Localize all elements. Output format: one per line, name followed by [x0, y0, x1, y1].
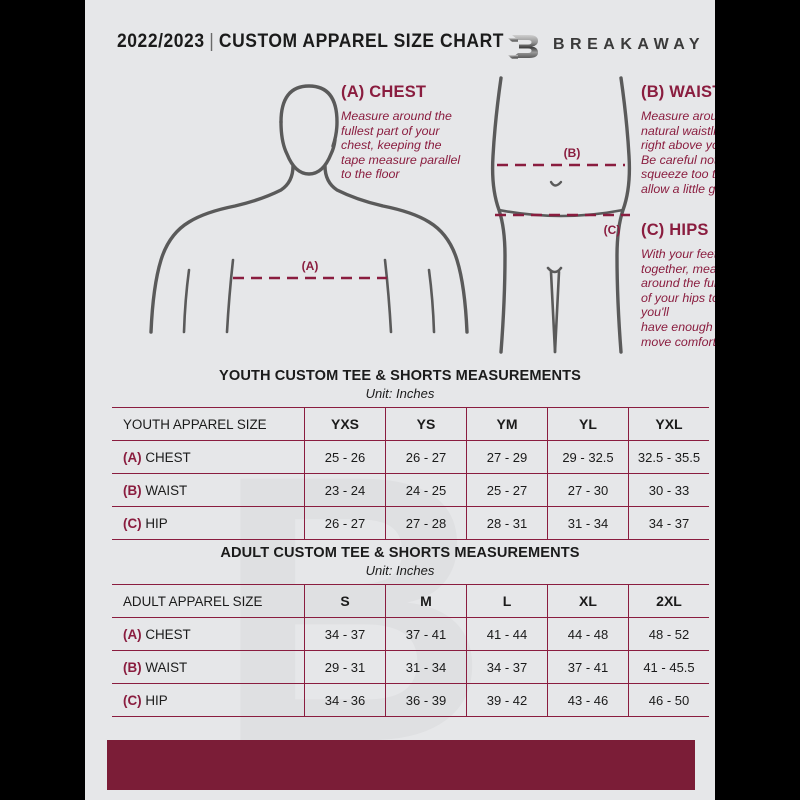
- hips-measure-label: (C): [604, 223, 621, 237]
- table-row: (A) CHEST 25 - 26 26 - 27 27 - 29 29 - 3…: [112, 440, 709, 474]
- waist-measure-label: (B): [564, 146, 581, 160]
- adult-chest-3: 44 - 48: [547, 617, 629, 651]
- adult-waist-0: 29 - 31: [304, 650, 386, 684]
- adult-hip-3: 43 - 46: [547, 683, 629, 717]
- adult-table-unit: Unit: Inches: [365, 563, 435, 578]
- youth-row-waist-label: (B) WAIST: [112, 473, 305, 507]
- adult-waist-3: 37 - 41: [547, 650, 629, 684]
- row-tag: (B): [123, 482, 142, 498]
- table-row: (B) WAIST 29 - 31 31 - 34 34 - 37 37 - 4…: [112, 650, 709, 684]
- instruction-hips-heading: (C) HIPS: [641, 221, 709, 239]
- adult-row-waist-label: (B) WAIST: [112, 650, 305, 684]
- youth-waist-3: 27 - 30: [547, 473, 629, 507]
- youth-hip-2: 28 - 31: [466, 506, 548, 540]
- adult-hip-4: 46 - 50: [628, 683, 709, 717]
- row-tag: (A): [123, 449, 142, 465]
- adult-size-label: ADULT APPAREL SIZE: [112, 584, 305, 618]
- brand-wordmark: BREAKAWAY: [553, 36, 706, 53]
- page-title: 2022/2023 | CUSTOM APPAREL SIZE CHART: [117, 31, 504, 53]
- adult-chest-2: 41 - 44: [466, 617, 548, 651]
- youth-hip-1: 27 - 28: [385, 506, 467, 540]
- instruction-chest-body: Measure around the fullest part of your …: [341, 109, 461, 182]
- youth-chest-4: 32.5 - 35.5: [628, 440, 709, 474]
- adult-hip-0: 34 - 36: [304, 683, 386, 717]
- season-label: 2022/2023: [117, 31, 205, 52]
- table-row: (C) HIP 34 - 36 36 - 39 39 - 42 43 - 46 …: [112, 683, 709, 717]
- adult-hip-1: 36 - 39: [385, 683, 467, 717]
- youth-size-col-1: YS: [385, 407, 467, 441]
- adult-waist-2: 34 - 37: [466, 650, 548, 684]
- row-name: CHEST: [145, 626, 191, 642]
- row-name: CHEST: [145, 449, 191, 465]
- chest-measure-label: (A): [302, 259, 319, 273]
- title-text: CUSTOM APPAREL SIZE CHART: [218, 31, 504, 52]
- table-header-row: YOUTH APPAREL SIZE YXS YS YM YL YXL: [112, 407, 709, 441]
- adult-row-chest-label: (A) CHEST: [112, 617, 305, 651]
- table-row: (B) WAIST 23 - 24 24 - 25 25 - 27 27 - 3…: [112, 473, 709, 507]
- youth-size-col-3: YL: [547, 407, 629, 441]
- youth-chest-3: 29 - 32.5: [547, 440, 629, 474]
- youth-chest-1: 26 - 27: [385, 440, 467, 474]
- bottom-banner: [107, 740, 695, 790]
- youth-size-col-4: YXL: [628, 407, 709, 441]
- row-name: WAIST: [145, 659, 188, 675]
- adult-size-col-0: S: [304, 584, 386, 618]
- row-name: HIP: [145, 692, 168, 708]
- instruction-chest-heading: (A) CHEST: [341, 83, 427, 101]
- youth-size-table: YOUTH APPAREL SIZE YXS YS YM YL YXL (A) …: [112, 407, 709, 540]
- youth-table-title: YOUTH CUSTOM TEE & SHORTS MEASUREMENTS: [219, 368, 581, 384]
- youth-hip-0: 26 - 27: [304, 506, 386, 540]
- youth-size-col-2: YM: [466, 407, 548, 441]
- youth-size-table-block: YOUTH CUSTOM TEE & SHORTS MEASUREMENTS U…: [85, 368, 715, 540]
- row-tag: (C): [123, 515, 142, 531]
- page-header: 2022/2023 | CUSTOM APPAREL SIZE CHART BREA…: [85, 26, 715, 66]
- youth-table-unit: Unit: Inches: [365, 386, 435, 401]
- youth-hip-4: 34 - 37: [628, 506, 709, 540]
- adult-chest-4: 48 - 52: [628, 617, 709, 651]
- adult-waist-1: 31 - 34: [385, 650, 467, 684]
- youth-row-hip-label: (C) HIP: [112, 506, 305, 540]
- row-tag: (B): [123, 659, 142, 675]
- title-separator: |: [209, 31, 215, 52]
- breakaway-b-logo-icon: [508, 35, 538, 59]
- row-name: WAIST: [145, 482, 188, 498]
- table-row: (A) CHEST 34 - 37 37 - 41 41 - 44 44 - 4…: [112, 617, 709, 651]
- instruction-waist: (B) WAIST Measure around your natural wa…: [641, 83, 715, 197]
- youth-waist-2: 25 - 27: [466, 473, 548, 507]
- youth-size-col-0: YXS: [304, 407, 386, 441]
- youth-waist-1: 24 - 25: [385, 473, 467, 507]
- youth-hip-3: 31 - 34: [547, 506, 629, 540]
- size-chart-page: B 2022/2023 | CUSTOM APPAREL SIZE CHART BR…: [85, 0, 715, 800]
- adult-size-col-4: 2XL: [628, 584, 709, 618]
- adult-chest-0: 34 - 37: [304, 617, 386, 651]
- measurement-illustrations: (A) (B) (C): [85, 70, 715, 360]
- instruction-waist-heading: (B) WAIST: [641, 83, 715, 101]
- youth-waist-4: 30 - 33: [628, 473, 709, 507]
- adult-size-table-block: ADULT CUSTOM TEE & SHORTS MEASUREMENTS U…: [85, 545, 715, 717]
- adult-chest-1: 37 - 41: [385, 617, 467, 651]
- table-header-row: ADULT APPAREL SIZE S M L XL 2XL: [112, 584, 709, 618]
- adult-waist-4: 41 - 45.5: [628, 650, 709, 684]
- adult-size-col-1: M: [385, 584, 467, 618]
- adult-row-hip-label: (C) HIP: [112, 683, 305, 717]
- adult-size-col-3: XL: [547, 584, 629, 618]
- table-row: (C) HIP 26 - 27 27 - 28 28 - 31 31 - 34 …: [112, 506, 709, 540]
- row-tag: (A): [123, 626, 142, 642]
- youth-waist-0: 23 - 24: [304, 473, 386, 507]
- instruction-chest: (A) CHEST Measure around the fullest par…: [341, 83, 491, 182]
- row-tag: (C): [123, 692, 142, 708]
- youth-chest-0: 25 - 26: [304, 440, 386, 474]
- youth-chest-2: 27 - 29: [466, 440, 548, 474]
- instruction-waist-body: Measure around your natural waistline – …: [641, 109, 715, 196]
- youth-size-label: YOUTH APPAREL SIZE: [112, 407, 305, 441]
- youth-row-chest-label: (A) CHEST: [112, 440, 305, 474]
- adult-size-col-2: L: [466, 584, 548, 618]
- adult-table-title: ADULT CUSTOM TEE & SHORTS MEASUREMENTS: [220, 545, 580, 561]
- row-name: HIP: [145, 515, 168, 531]
- adult-hip-2: 39 - 42: [466, 683, 548, 717]
- adult-size-table: ADULT APPAREL SIZE S M L XL 2XL (A) CHES…: [112, 584, 709, 717]
